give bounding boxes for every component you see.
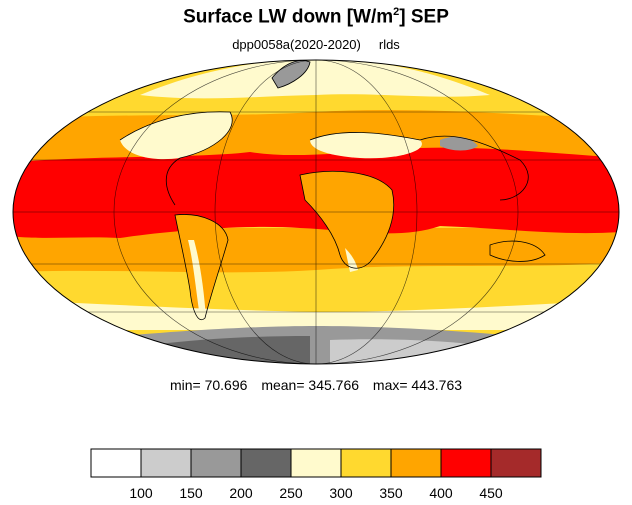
field-antarctica: [40, 326, 600, 364]
max-value: 443.763: [411, 377, 463, 393]
colorbar-swatch: [490, 448, 542, 478]
colorbar-tick-label: 150: [179, 485, 203, 501]
colorbar-swatch: [140, 448, 192, 478]
colorbar-swatch: [290, 448, 342, 478]
colorbar-tick-label: 250: [279, 485, 303, 501]
colorbar-tick-label: 400: [429, 485, 453, 501]
colorbar-swatch: [240, 448, 292, 478]
field-statistics: min= 70.696 mean= 345.766 max= 443.763: [0, 377, 632, 393]
colorbar-tick-label: 100: [129, 485, 153, 501]
field-sahara: [310, 132, 422, 159]
field-tibet: [440, 136, 478, 151]
colorbar-swatch: [340, 448, 392, 478]
colorbar-swatch: [440, 448, 492, 478]
title-tail: ] SEP: [399, 6, 449, 28]
coastlines: [119, 60, 546, 321]
map-subtitle: dpp0058a(2020-2020) rlds: [0, 37, 632, 52]
colorbar-tick-label: 450: [479, 485, 503, 501]
field-andes: [188, 240, 206, 318]
colorbar-tick-label: 350: [379, 485, 403, 501]
max-label: max=: [372, 377, 408, 393]
min-label: min=: [169, 377, 201, 393]
field-africa: [300, 171, 394, 269]
map-border: [12, 59, 620, 365]
title-superscript: 2: [393, 6, 400, 18]
colorbar-swatch: [390, 448, 442, 478]
colorbar-tick-label: 200: [229, 485, 253, 501]
min-value: 70.696: [204, 377, 248, 393]
mean-label: mean=: [261, 377, 305, 393]
mean-value: 345.766: [308, 377, 360, 393]
map-title: Surface LW down [W/m2] SEP: [0, 6, 632, 28]
subtitle-run: dpp0058a(2020-2020): [232, 37, 361, 52]
colorbar-tick-label: 300: [329, 485, 353, 501]
title-text: Surface LW down [W/m: [183, 6, 394, 28]
colorbar-swatch: [190, 448, 242, 478]
field-greenland: [272, 60, 310, 88]
field-north-america: [120, 111, 233, 160]
colorbar-swatch: [90, 448, 142, 478]
field-arctic: [140, 60, 490, 99]
subtitle-variable: rlds: [378, 37, 400, 52]
field-south-africa: [345, 248, 358, 272]
map-field: [13, 60, 619, 364]
